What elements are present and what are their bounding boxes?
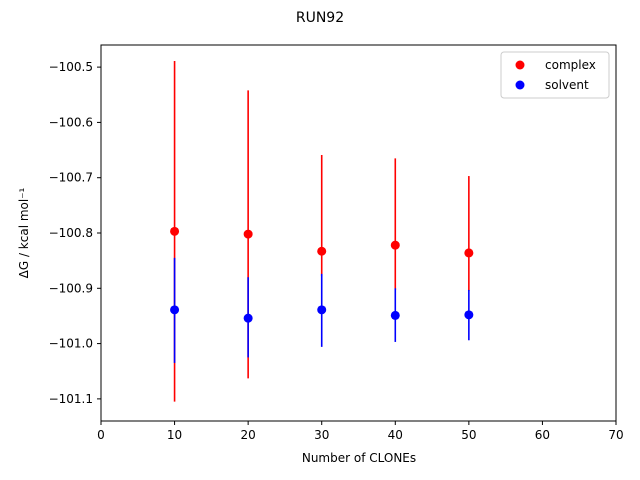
x-tick-label-0: 0 (97, 428, 105, 442)
data-point-solvent-50 (464, 310, 474, 320)
y-tick-label--101.1: −101.1 (49, 392, 93, 406)
legend-box (500, 51, 610, 99)
x-tick-label-70: 70 (608, 428, 623, 442)
data-point-solvent-40 (390, 310, 400, 320)
x-tick-label-20: 20 (241, 428, 256, 442)
y-tick-label--101: −101.0 (49, 337, 93, 351)
series-complex (170, 61, 474, 402)
data-point-complex-50 (464, 248, 474, 258)
axes: 0 10 20 30 40 50 60 70 −100.5 −100.6 −100.7 −100.8 −… (49, 44, 624, 442)
data-point-solvent-20 (243, 313, 253, 323)
x-tick-label-50: 50 (461, 428, 476, 442)
legend-marker-complex (515, 60, 525, 70)
x-tick-label-30: 30 (314, 428, 329, 442)
chart-title: RUN92 (296, 10, 344, 26)
plot-area (170, 61, 474, 402)
data-point-complex-10 (170, 226, 180, 236)
legend-marker-solvent (515, 80, 525, 90)
legend: complex solvent (500, 51, 610, 99)
y-axis-label: ΔG / kcal mol⁻¹ (17, 187, 31, 278)
data-point-complex-30 (317, 246, 327, 256)
data-point-complex-40 (390, 240, 400, 250)
y-tick-label--100.9: −100.9 (49, 281, 93, 295)
y-tick-label--100.7: −100.7 (49, 171, 93, 185)
x-tick-label-60: 60 (535, 428, 550, 442)
y-tick-label--100.5: −100.5 (49, 60, 93, 74)
x-tick-label-40: 40 (388, 428, 403, 442)
x-axis-label: Number of CLONEs (302, 451, 416, 465)
x-tick-label-10: 10 (167, 428, 182, 442)
legend-label-complex: complex (545, 58, 596, 72)
series-solvent (170, 257, 474, 363)
data-point-solvent-30 (317, 305, 327, 315)
y-tick-label--100.8: −100.8 (49, 226, 93, 240)
data-point-solvent-10 (170, 305, 180, 315)
data-point-complex-20 (243, 229, 253, 239)
legend-label-solvent: solvent (545, 78, 589, 92)
y-tick-label--100.6: −100.6 (49, 115, 93, 129)
